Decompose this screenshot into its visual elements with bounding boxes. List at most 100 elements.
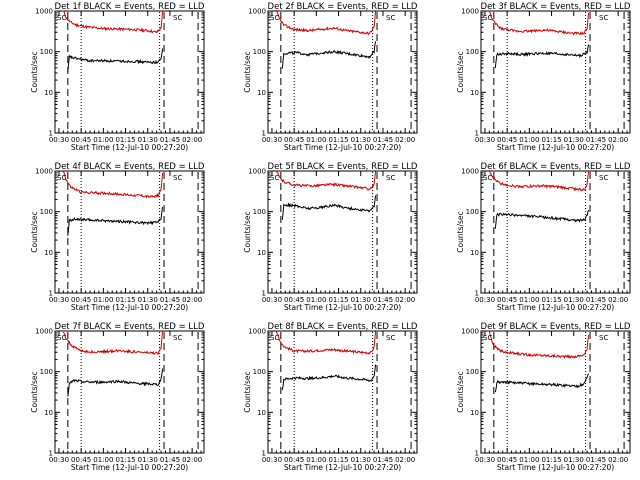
series-line-lld <box>488 170 590 192</box>
y-tick-label: 100 <box>466 48 479 56</box>
x-axis-label: Start Time (12-Jul-10 00:27:20) <box>71 463 188 472</box>
y-axis-label: Counts/sec <box>30 371 39 412</box>
x-tick-label: 01:15 <box>541 136 561 144</box>
series-line-events <box>494 44 590 69</box>
x-tick-label: 00:30 <box>475 456 495 464</box>
x-tick-label: 00:45 <box>71 136 91 144</box>
series-line-events <box>281 195 377 220</box>
y-tick-label: 1000 <box>461 328 479 336</box>
y-tick-label: 100 <box>253 368 266 376</box>
x-tick-label: 01:15 <box>328 296 348 304</box>
y-axis-label: Counts/sec <box>243 371 252 412</box>
plot-frame <box>267 170 418 294</box>
plot-frame <box>480 170 631 294</box>
series-line-lld <box>62 171 164 199</box>
x-axis-label: Start Time (12-Jul-10 00:27:20) <box>284 303 401 312</box>
sc-annotation: SC <box>483 334 492 342</box>
y-tick-label: 1000 <box>461 168 479 176</box>
y-tick-label: 1 <box>49 290 53 298</box>
y-tick-label: 100 <box>253 208 266 216</box>
sc-annotation: SC <box>599 14 608 22</box>
x-tick-label: 00:45 <box>497 136 517 144</box>
series-line-events <box>67 368 164 397</box>
x-tick-label: 02:00 <box>395 296 415 304</box>
x-tick-label: 01:45 <box>160 136 180 144</box>
y-tick-label: 1 <box>49 450 53 458</box>
chart-title: Det 9f BLACK = Events, RED = LLD <box>481 322 631 332</box>
series-line-events <box>494 373 590 393</box>
chart-title: Det 2f BLACK = Events, RED = LLD <box>268 2 418 12</box>
y-tick-label: 1 <box>475 450 479 458</box>
y-tick-label: 10 <box>44 249 53 257</box>
x-tick-label: 01:00 <box>519 136 539 144</box>
plot-frame <box>54 170 205 294</box>
x-tick-label: 01:45 <box>373 296 393 304</box>
x-tick-label: 00:45 <box>71 296 91 304</box>
x-tick-label: 01:45 <box>373 456 393 464</box>
x-tick-label: 00:30 <box>49 136 69 144</box>
y-tick-label: 100 <box>466 368 479 376</box>
sc-annotation: SC <box>270 334 279 342</box>
chart-panel-7: Det 7f BLACK = Events, RED = LLD 1 10 100 10… <box>30 322 205 472</box>
sc-annotation: SC <box>57 334 66 342</box>
x-tick-label: 01:30 <box>564 136 584 144</box>
x-tick-label: 01:00 <box>93 456 113 464</box>
x-tick-label: 01:00 <box>93 136 113 144</box>
y-tick-label: 1000 <box>248 328 266 336</box>
sc-annotation: SC <box>483 14 492 22</box>
chart-title: Det 8f BLACK = Events, RED = LLD <box>268 322 418 332</box>
y-axis-label: Counts/sec <box>456 211 465 252</box>
sc-annotation: SC <box>57 14 66 22</box>
x-tick-label: 01:30 <box>351 456 371 464</box>
x-tick-label: 02:00 <box>395 456 415 464</box>
x-tick-label: 00:30 <box>475 136 495 144</box>
y-tick-label: 10 <box>470 89 479 97</box>
x-tick-label: 01:45 <box>373 136 393 144</box>
x-tick-label: 01:15 <box>328 136 348 144</box>
x-tick-label: 02:00 <box>608 296 628 304</box>
plot-frame <box>480 330 631 454</box>
x-tick-label: 01:30 <box>351 296 371 304</box>
series-line-lld <box>62 10 164 34</box>
x-tick-label: 01:30 <box>564 296 584 304</box>
y-tick-label: 1000 <box>248 8 266 16</box>
x-tick-label: 01:45 <box>160 456 180 464</box>
x-axis-label: Start Time (12-Jul-10 00:27:20) <box>71 303 188 312</box>
sc-annotation: SC <box>386 174 395 182</box>
x-tick-label: 00:45 <box>497 456 517 464</box>
y-axis-label: Counts/sec <box>456 51 465 92</box>
series-line-lld <box>275 9 377 36</box>
x-tick-label: 01:00 <box>93 296 113 304</box>
y-tick-label: 10 <box>470 409 479 417</box>
sc-annotation: SC <box>173 14 182 22</box>
x-tick-label: 01:15 <box>541 456 561 464</box>
y-axis-label: Counts/sec <box>243 51 252 92</box>
sc-annotation: SC <box>270 14 279 22</box>
y-tick-label: 100 <box>40 208 53 216</box>
x-tick-label: 00:30 <box>262 296 282 304</box>
series-line-lld <box>62 330 164 356</box>
x-tick-label: 02:00 <box>182 296 202 304</box>
chart-panel-4: Det 4f BLACK = Events, RED = LLD 1 10 100 10… <box>30 162 205 312</box>
x-axis-label: Start Time (12-Jul-10 00:27:20) <box>71 143 188 152</box>
chart-panel-3: Det 3f BLACK = Events, RED = LLD 1 10 100 10… <box>456 2 631 152</box>
series-line-lld <box>275 330 377 355</box>
chart-title: Det 4f BLACK = Events, RED = LLD <box>55 162 205 172</box>
x-tick-label: 01:45 <box>586 456 606 464</box>
y-tick-label: 10 <box>257 249 266 257</box>
y-tick-label: 1 <box>49 130 53 138</box>
plot-frame <box>267 10 418 134</box>
sc-annotation: SC <box>483 174 492 182</box>
chart-panel-5: Det 5f BLACK = Events, RED = LLD 1 10 100 10… <box>243 162 418 312</box>
sc-annotation: SC <box>173 174 182 182</box>
x-axis-label: Start Time (12-Jul-10 00:27:20) <box>284 463 401 472</box>
x-tick-label: 00:30 <box>49 456 69 464</box>
x-tick-label: 01:00 <box>306 456 326 464</box>
sc-annotation: SC <box>386 14 395 22</box>
y-tick-label: 100 <box>466 208 479 216</box>
x-tick-label: 02:00 <box>608 136 628 144</box>
chart-title: Det 6f BLACK = Events, RED = LLD <box>481 162 631 172</box>
sc-annotation: SC <box>270 174 279 182</box>
y-tick-label: 1 <box>475 130 479 138</box>
x-tick-label: 01:15 <box>115 136 135 144</box>
